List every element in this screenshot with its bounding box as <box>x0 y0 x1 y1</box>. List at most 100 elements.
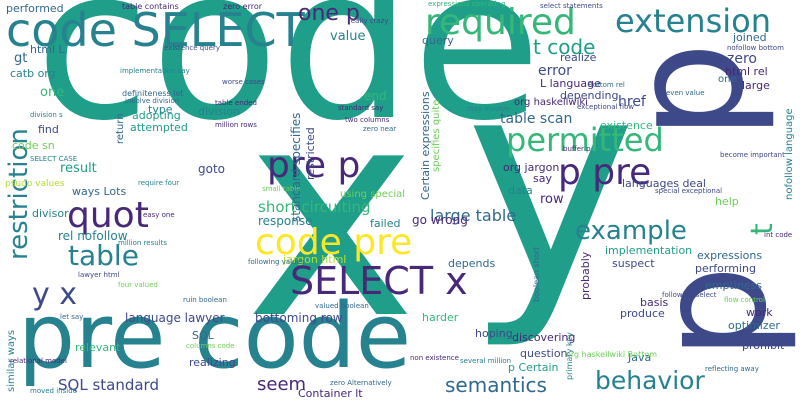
cloud-word: end <box>364 89 387 103</box>
cloud-word: table <box>68 239 139 272</box>
cloud-word: table contains <box>122 2 179 11</box>
cloud-word: realize <box>560 51 597 64</box>
cloud-word: reflecting away <box>705 365 759 373</box>
cloud-word: semantics <box>445 373 547 397</box>
cloud-word: SQL standard <box>58 376 159 394</box>
cloud-word: help <box>715 195 739 208</box>
cloud-word: expressions operating <box>428 0 506 8</box>
cloud-word: find <box>38 123 59 136</box>
cloud-word: nofollow bottom <box>727 44 784 52</box>
cloud-word: org jargon <box>503 161 560 174</box>
cloud-word: performed <box>6 2 64 15</box>
cloud-word: behavior <box>595 366 705 395</box>
cloud-word: joined <box>733 31 767 44</box>
cloud-word: psudo values <box>5 179 65 189</box>
cloud-word: zero error <box>223 2 263 11</box>
cloud-word: languages deal <box>622 177 706 190</box>
cloud-word: become important <box>720 151 785 159</box>
cloud-word: performing <box>695 262 756 275</box>
cloud-word: goto <box>198 162 226 176</box>
cloud-word: org haskellwiki Bottom <box>566 350 658 359</box>
cloud-word: org haskellwiki <box>514 97 588 108</box>
cloud-word: required <box>425 2 576 43</box>
cloud-word: zero Alternatively <box>330 379 392 387</box>
cloud-word: rel nofollow <box>58 229 128 243</box>
cloud-word: involve division <box>125 97 180 105</box>
cloud-word: nofollow language <box>784 108 795 200</box>
cloud-word: adopting <box>132 109 181 122</box>
cloud-word: extension <box>615 2 771 40</box>
cloud-word: harder <box>422 311 459 324</box>
cloud-word: p pre <box>558 152 652 193</box>
cloud-word: hoping <box>475 327 513 340</box>
cloud-word: relevant <box>75 341 121 354</box>
cloud-word: zero <box>727 51 757 67</box>
cloud-word: ways Lots <box>72 185 127 198</box>
cloud-word: response <box>258 214 313 228</box>
cloud-word: suspect <box>612 257 655 270</box>
cloud-word: expressions <box>697 249 763 262</box>
cloud-word: bottoming row <box>255 311 343 325</box>
cloud-word: work <box>746 306 773 319</box>
cloud-word: columns code <box>186 342 235 350</box>
cloud-word: href <box>618 94 646 110</box>
cloud-word: table scan <box>500 111 573 127</box>
cloud-word: division s <box>30 111 63 119</box>
cloud-word: catb org <box>10 67 56 80</box>
cloud-word: Bottom rel <box>588 81 625 89</box>
cloud-word: code <box>35 0 542 167</box>
cloud-word: implementation <box>605 244 693 257</box>
cloud-word: two columns <box>345 116 390 124</box>
cloud-word: exceptional flow <box>577 103 635 111</box>
cloud-word: standard say <box>338 104 384 112</box>
cloud-word: probably <box>579 251 592 300</box>
cloud-word: Container lt <box>298 387 363 400</box>
cloud-word: even value <box>666 89 705 97</box>
cloud-word: code pre <box>255 222 413 263</box>
cloud-word: pre p <box>267 145 361 186</box>
cloud-word: row <box>540 192 564 207</box>
cloud-word: value <box>330 29 366 44</box>
cloud-word: flow control <box>724 296 765 304</box>
cloud-word: SELECT x <box>290 259 468 303</box>
cloud-word: question <box>520 347 568 360</box>
cloud-word: four valued <box>118 281 158 289</box>
cloud-word: ruin boolean <box>183 296 227 304</box>
cloud-word: one <box>40 85 65 100</box>
cloud-word: produce <box>620 307 665 320</box>
cloud-word: data <box>508 184 533 197</box>
cloud-word: specifies quite <box>431 99 442 172</box>
cloud-word: lawyer html <box>78 271 120 279</box>
cloud-word: attempted <box>130 121 188 134</box>
cloud-word: depends <box>448 257 496 270</box>
cloud-word: pre code <box>18 284 412 389</box>
cloud-word: Certain expressions <box>419 91 432 200</box>
cloud-word: return <box>115 113 126 144</box>
cloud-word: select statements <box>540 2 603 10</box>
cloud-word: p Certain <box>508 361 559 374</box>
cloud-word: query <box>422 34 454 47</box>
cloud-word: L language <box>540 77 601 90</box>
cloud-word: division <box>198 105 241 118</box>
cloud-word: small table <box>262 185 301 193</box>
cloud-word: large table <box>430 206 517 225</box>
cloud-word: SELECT CASE <box>30 155 78 163</box>
cloud-word: relational model <box>10 357 67 365</box>
cloud-word: code sn <box>12 139 55 152</box>
cloud-word: type <box>148 103 173 116</box>
cloud-word: large <box>742 79 770 92</box>
cloud-word: require four <box>138 179 180 187</box>
cloud-word: let say <box>60 313 84 321</box>
cloud-word: non existence <box>410 354 459 362</box>
cloud-word: short circuiting <box>258 198 371 216</box>
cloud-word: result <box>60 161 97 176</box>
cloud-word: example <box>575 216 687 246</box>
cloud-word: Java <box>628 351 652 364</box>
cloud-word: optimizer <box>728 319 780 332</box>
cloud-word: restricted <box>304 127 317 180</box>
cloud-word: permitted <box>506 121 664 159</box>
cloud-word: really crazy <box>348 17 389 25</box>
cloud-word: basis <box>640 296 669 309</box>
cloud-word: definiteness let <box>122 89 184 98</box>
